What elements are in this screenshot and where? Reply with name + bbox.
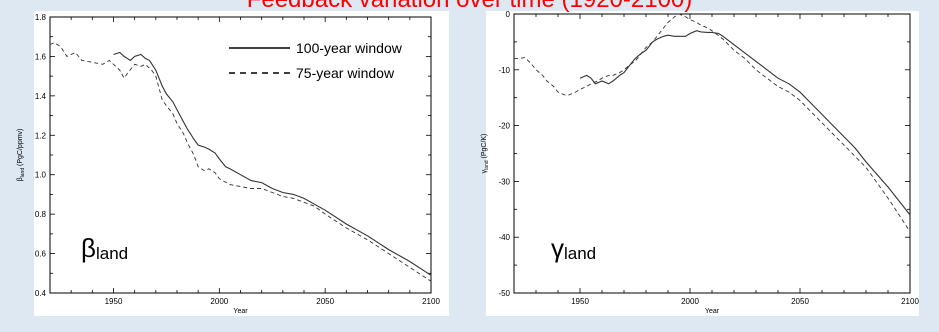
panel-label: βland: [81, 233, 128, 263]
y-axis-label: βland (PgC/ppmv): [17, 129, 26, 182]
series-line-100-year-window: [113, 51, 432, 276]
y-tick-label: 1.0: [35, 171, 47, 180]
x-tick-label: 2100: [422, 297, 440, 306]
y-axis-label: γland (PgC/K): [481, 134, 490, 174]
x-tick-label: 2050: [791, 297, 809, 306]
x-tick-label: 1950: [571, 297, 589, 306]
y-tick-label: 0: [506, 10, 511, 19]
y-tick-label: 1.8: [35, 13, 47, 22]
x-tick-label: 2050: [316, 297, 334, 306]
y-tick-label: 1.6: [35, 52, 47, 61]
series-line-75-year-window: [514, 13, 911, 232]
series-line-75-year-window: [49, 42, 432, 282]
chart-panel-1: 1950 2000 2050 2100 0.4 0.6 0.8 1.0 1.2 1.4 1.6 1.8…: [17, 11, 449, 316]
panel-background: [486, 11, 919, 316]
x-tick-label: 2000: [681, 297, 699, 306]
y-tick-label: -20: [498, 122, 510, 131]
x-axis-label: Year: [233, 308, 248, 315]
y-tick-label: 1.2: [35, 131, 47, 140]
x-axis-label: Year: [705, 308, 720, 315]
x-tick-label: 1950: [105, 297, 123, 306]
legend-label: 75-year window: [296, 65, 395, 81]
x-tick-label: 2000: [210, 297, 228, 306]
y-tick-label: 0.8: [35, 210, 47, 219]
legend-label: 100-year window: [296, 40, 403, 56]
y-tick-label: -40: [498, 233, 510, 242]
y-tick-label: -30: [498, 177, 510, 186]
y-tick-label: -50: [498, 289, 510, 298]
panel-label: γland: [551, 233, 596, 263]
y-tick-label: 0.4: [35, 289, 47, 298]
series-line-100-year-window: [579, 30, 911, 216]
panel-background: [34, 11, 449, 316]
y-tick-label: 1.4: [35, 92, 47, 101]
chart-panel-2: 1950 2000 2050 2100 -50 -40 -30 -20 -10 0 Year γlan…: [481, 10, 919, 316]
y-tick-label: -10: [498, 66, 510, 75]
x-tick-label: 2100: [901, 297, 919, 306]
slide-title: Feedback variation over time (1920-2100): [0, 0, 939, 14]
y-tick-label: 0.6: [35, 250, 47, 259]
